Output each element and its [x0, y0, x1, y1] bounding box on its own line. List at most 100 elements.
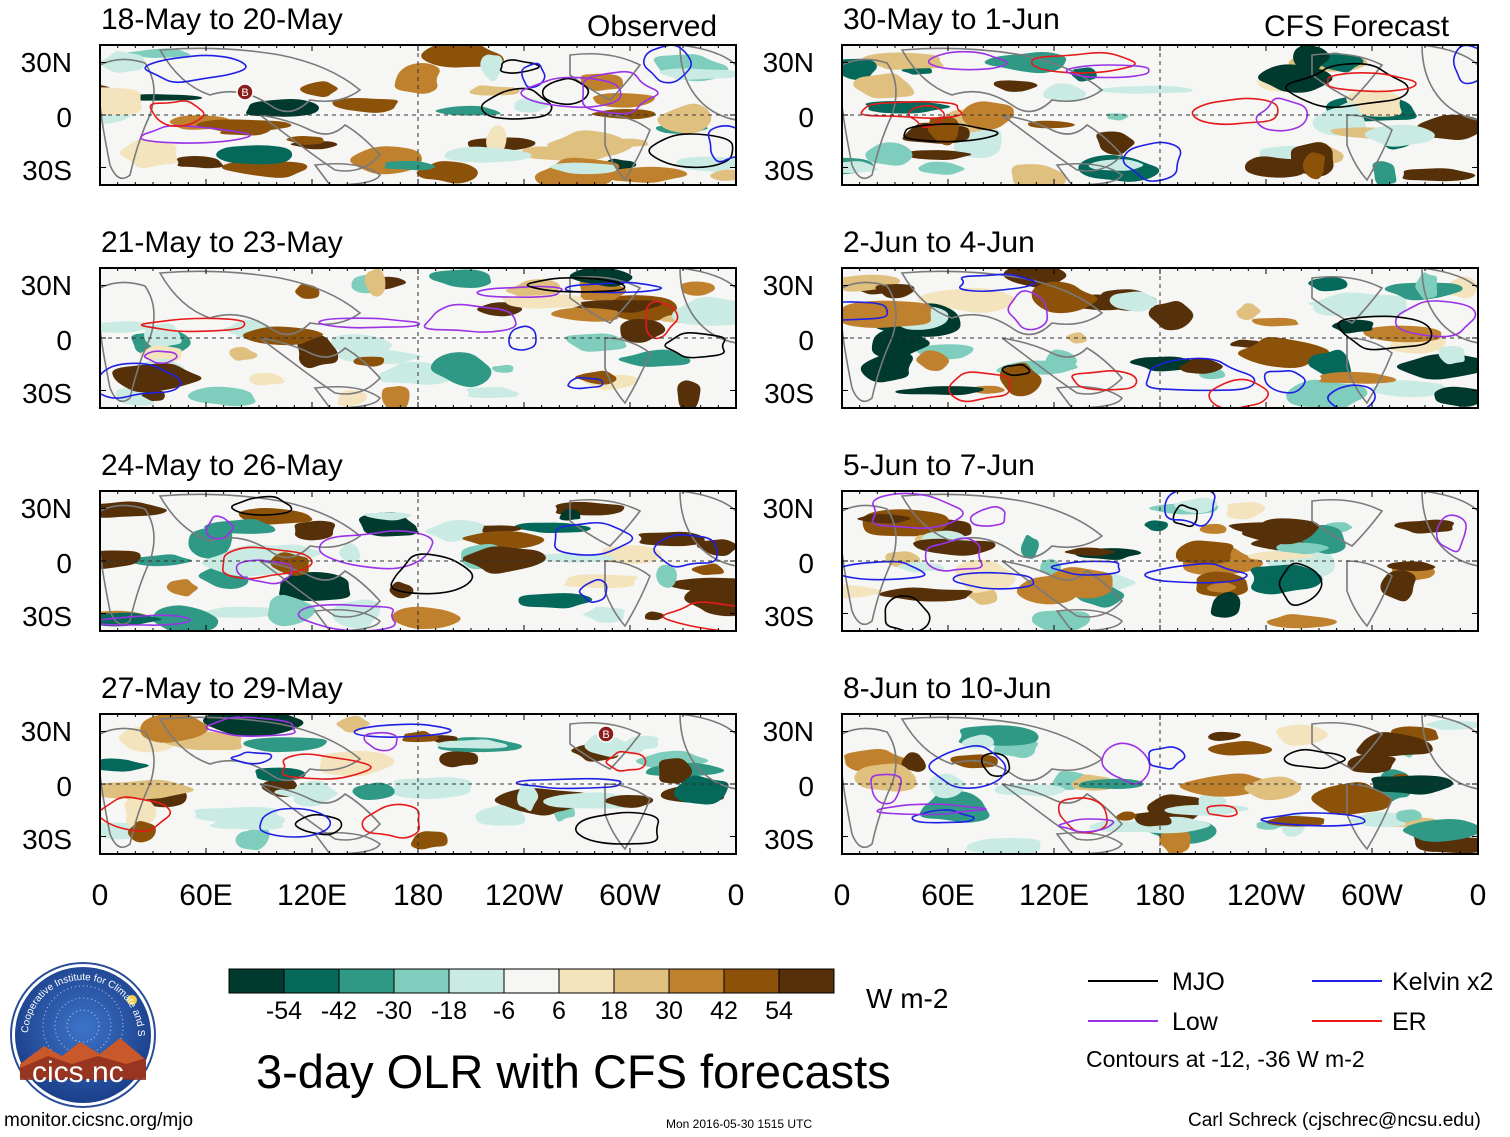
wave-contour — [297, 603, 396, 631]
continent-outline — [842, 727, 897, 849]
olr-anomaly — [1208, 731, 1241, 741]
olr-anomaly — [235, 826, 270, 851]
wave-contour — [361, 803, 421, 839]
storm-marker-label: B — [602, 729, 609, 741]
olr-anomaly — [966, 837, 1041, 854]
olr-anomaly-core — [405, 613, 439, 627]
y-tick-label: 30N — [762, 47, 814, 78]
olr-anomaly-core — [1262, 781, 1289, 794]
olr-anomaly — [1228, 522, 1308, 534]
panel-title: 27-May to 29-May — [101, 672, 343, 705]
wave-contour — [318, 317, 421, 329]
y-tick-label: 0 — [56, 771, 72, 802]
olr-anomaly-core — [1265, 319, 1291, 325]
olr-anomaly — [410, 831, 448, 850]
olr-anomaly — [865, 142, 913, 166]
wave-contour — [564, 281, 663, 294]
olr-anomaly — [993, 80, 1038, 92]
legend-swatch-kelvin — [1312, 980, 1382, 982]
olr-anomaly — [1369, 380, 1445, 398]
olr-anomaly — [267, 594, 316, 627]
olr-anomaly-core — [1278, 72, 1313, 84]
olr-anomaly — [1356, 732, 1433, 757]
olr-anomaly — [1402, 168, 1476, 182]
legend-label-kelvin: Kelvin x2 — [1392, 968, 1494, 996]
storm-marker-label: B — [241, 87, 248, 99]
continent-outline — [604, 337, 651, 405]
map-panel — [841, 713, 1479, 855]
continent-outline — [1421, 714, 1478, 790]
y-tick-label: 30S — [22, 601, 72, 632]
olr-anomaly-core — [299, 581, 337, 596]
panel-title: 8-Jun to 10-Jun — [843, 672, 1052, 705]
wave-contour — [1208, 378, 1270, 408]
y-tick-label: 30N — [20, 47, 72, 78]
continent-outline — [1311, 275, 1384, 324]
y-tick-label: 30N — [20, 270, 72, 301]
olr-anomaly-core — [847, 60, 868, 74]
x-tick-label: 180 — [392, 879, 444, 912]
wave-contour — [526, 276, 626, 293]
wave-contour — [140, 317, 246, 333]
y-tick-label: 30S — [22, 155, 72, 186]
olr-anomaly-core — [395, 163, 422, 168]
olr-anomaly — [677, 380, 701, 408]
olr-anomaly — [444, 146, 532, 163]
continent-outline — [842, 58, 897, 180]
y-tick-label: 30S — [22, 824, 72, 855]
olr-anomaly — [339, 543, 361, 563]
wave-contour — [952, 571, 1035, 590]
olr-anomaly — [100, 51, 145, 73]
colorbar-swatch — [228, 968, 285, 994]
colorbar-swatch — [393, 968, 450, 994]
y-tick-label: 0 — [56, 548, 72, 579]
olr-anomaly — [1380, 570, 1416, 602]
wave-contour — [1255, 97, 1309, 132]
olr-anomaly — [297, 335, 339, 369]
olr-anomaly-core — [1388, 779, 1427, 790]
olr-anomaly-core — [143, 557, 179, 564]
olr-anomaly-core — [451, 107, 486, 114]
olr-anomaly — [187, 386, 256, 407]
olr-anomaly — [644, 611, 665, 621]
olr-anomaly-core — [1217, 600, 1234, 614]
wave-contour — [969, 505, 1006, 527]
y-tick-label: 30N — [20, 493, 72, 524]
footer-url[interactable]: monitor.cicsnc.org/mjo — [4, 1110, 194, 1131]
main-title: 3-day OLR with CFS forecasts — [256, 1045, 891, 1098]
x-tick-label: 0 — [91, 879, 109, 912]
wave-contour — [567, 376, 604, 390]
olr-anomaly-core — [870, 358, 900, 375]
continent-outline — [900, 270, 1104, 336]
wave-contour — [662, 601, 736, 631]
olr-anomaly — [1133, 811, 1172, 827]
wave-contour — [1263, 370, 1306, 394]
olr-anomaly — [928, 773, 966, 799]
footer-timestamp: Mon 2016-05-30 1515 UTC — [666, 1117, 813, 1131]
olr-anomaly — [300, 81, 338, 98]
y-tick-label: 0 — [56, 102, 72, 133]
x-tick-label: 60W — [1341, 879, 1403, 912]
olr-anomaly — [1096, 131, 1135, 155]
olr-anomaly — [620, 318, 666, 343]
wave-contour — [958, 273, 1036, 293]
wave-contour — [578, 578, 608, 603]
continent-outline — [1421, 45, 1478, 121]
continent-outline — [1421, 491, 1478, 567]
panel-title: 21-May to 23-May — [101, 226, 343, 259]
wave-contour — [884, 595, 931, 631]
colorbar-tick-label: -18 — [431, 997, 467, 1025]
wave-contour — [230, 751, 273, 765]
olr-anomaly-core — [869, 79, 899, 94]
colorbar-swatch — [723, 968, 780, 994]
olr-anomaly — [1044, 349, 1077, 374]
olr-anomaly-core — [344, 394, 360, 404]
continent-outline — [842, 281, 897, 403]
olr-anomaly — [638, 531, 705, 547]
wave-contour — [353, 723, 452, 738]
x-tick-label: 0 — [727, 879, 745, 912]
y-tick-label: 30N — [762, 716, 814, 747]
olr-anomaly-core — [254, 374, 274, 382]
cics-logo[interactable]: Cooperative Institute for Climate and Sa… — [5, 952, 158, 1110]
wave-contour — [1164, 491, 1216, 527]
